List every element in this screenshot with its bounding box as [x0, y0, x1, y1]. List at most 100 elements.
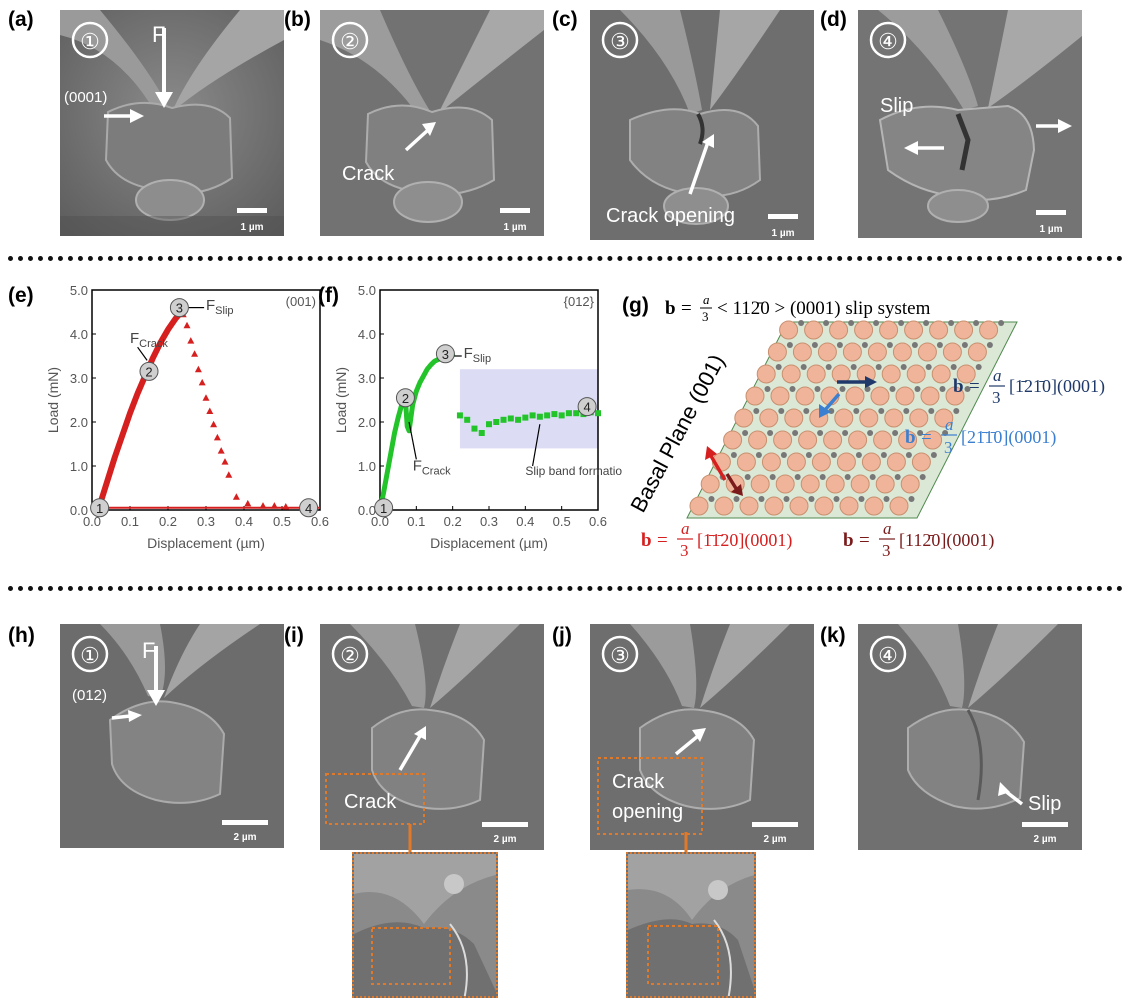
- atom-small: [848, 320, 855, 326]
- slip-system-title: b = a 3 < 112̄0 > (0001) slip system: [665, 292, 931, 324]
- data-point: [573, 410, 580, 417]
- scale-bar-label: 1 µm: [241, 222, 264, 233]
- atom: [834, 408, 854, 428]
- atom-small: [814, 386, 821, 392]
- scale-bar-label: 2 µm: [234, 832, 257, 843]
- highlight-region: [459, 369, 598, 449]
- atom-small: [742, 430, 749, 436]
- sem-image-a: ① F (0001) 1 µm: [60, 10, 284, 236]
- atom-small: [880, 452, 887, 458]
- atom: [881, 364, 901, 384]
- atom-small: [744, 474, 751, 480]
- atom: [842, 342, 862, 362]
- x-tick-label: 0.4: [235, 514, 253, 529]
- atom-small: [730, 452, 737, 458]
- step-marker-circle: [374, 498, 394, 518]
- atom: [870, 386, 890, 406]
- annotation-label: FCrack: [130, 330, 168, 350]
- svg-text:=: =: [921, 427, 932, 448]
- atom-small: [936, 342, 943, 348]
- separator-bottom: [8, 586, 1123, 591]
- atom: [814, 496, 834, 516]
- annotation-line2: opening: [612, 801, 683, 823]
- data-point: [529, 412, 536, 419]
- atom-small: [819, 474, 826, 480]
- data-point: [536, 413, 543, 420]
- svg-text:a: a: [993, 366, 1002, 385]
- atom-small: [939, 386, 946, 392]
- svg-text:b: b: [665, 298, 676, 319]
- atom: [904, 320, 924, 340]
- scale-bar-label: 2 µm: [764, 834, 787, 845]
- atom: [773, 430, 793, 450]
- svg-text:b: b: [905, 427, 916, 448]
- atom: [898, 430, 918, 450]
- atom: [920, 386, 940, 406]
- left-arrow-icon: [904, 141, 944, 155]
- y-tick-label: 2.0: [358, 415, 376, 430]
- atom: [779, 320, 799, 340]
- y-tick-label: 3.0: [358, 371, 376, 386]
- atom-small: [783, 496, 790, 502]
- atom-small: [780, 452, 787, 458]
- atom-small: [833, 496, 840, 502]
- annotation-label: Slip: [1028, 793, 1061, 815]
- data-point: [244, 499, 252, 507]
- orientation-label: (001): [286, 294, 316, 309]
- atom: [911, 452, 931, 472]
- data-point: [522, 414, 529, 421]
- step-marker: ①: [80, 643, 100, 668]
- blue-arrow-icon: [819, 392, 841, 418]
- atom: [700, 474, 720, 494]
- panel-label-a: (a): [8, 8, 34, 31]
- step-marker-label: 4: [305, 501, 312, 516]
- atom: [934, 408, 954, 428]
- atom: [825, 474, 845, 494]
- sem-image-d: ④ Slip 1 µm: [858, 10, 1082, 238]
- svg-text:=: =: [969, 376, 980, 397]
- panel-label-j: (j): [552, 624, 572, 647]
- atom: [945, 386, 965, 406]
- data-point: [515, 416, 522, 423]
- atom-small: [753, 408, 760, 414]
- svg-text:3: 3: [944, 438, 953, 457]
- atom: [804, 320, 824, 340]
- data-point: [595, 410, 601, 417]
- atom: [806, 364, 826, 384]
- annotation-label: Crack: [344, 791, 397, 813]
- atom: [811, 452, 831, 472]
- svg-text:3: 3: [680, 541, 689, 560]
- step-marker: ①: [80, 29, 100, 54]
- step-marker-circle: [435, 344, 455, 364]
- atom-small: [786, 342, 793, 348]
- y-tick-label: 3.0: [70, 371, 88, 386]
- y-tick-label: 0.0: [70, 503, 88, 518]
- right-arrow-icon: [1036, 119, 1072, 133]
- annotation-arrow-icon: [532, 424, 541, 467]
- step-marker-label: 1: [96, 501, 103, 516]
- atom: [786, 452, 806, 472]
- atom-small: [930, 452, 937, 458]
- atom: [848, 430, 868, 450]
- atom: [845, 386, 865, 406]
- svg-text:a: a: [883, 519, 892, 538]
- atom: [689, 496, 709, 516]
- atom: [917, 342, 937, 362]
- atom: [892, 342, 912, 362]
- atom-small: [733, 496, 740, 502]
- atom-small: [975, 364, 982, 370]
- atom-small: [850, 364, 857, 370]
- y-tick-label: 0.0: [358, 503, 376, 518]
- atom: [909, 408, 929, 428]
- vector-label-darkred: b = a 3 [112̄0](0001): [843, 519, 994, 560]
- step-marker-label: 3: [442, 347, 449, 362]
- atom: [723, 430, 743, 450]
- panel-label-e: (e): [8, 284, 34, 307]
- atom-small: [830, 452, 837, 458]
- atom-small: [883, 496, 890, 502]
- panel-label-d: (d): [820, 8, 847, 31]
- atom-small: [900, 364, 907, 370]
- data-point: [471, 425, 478, 432]
- step-marker-circle: [90, 498, 110, 518]
- atom-small: [873, 320, 880, 326]
